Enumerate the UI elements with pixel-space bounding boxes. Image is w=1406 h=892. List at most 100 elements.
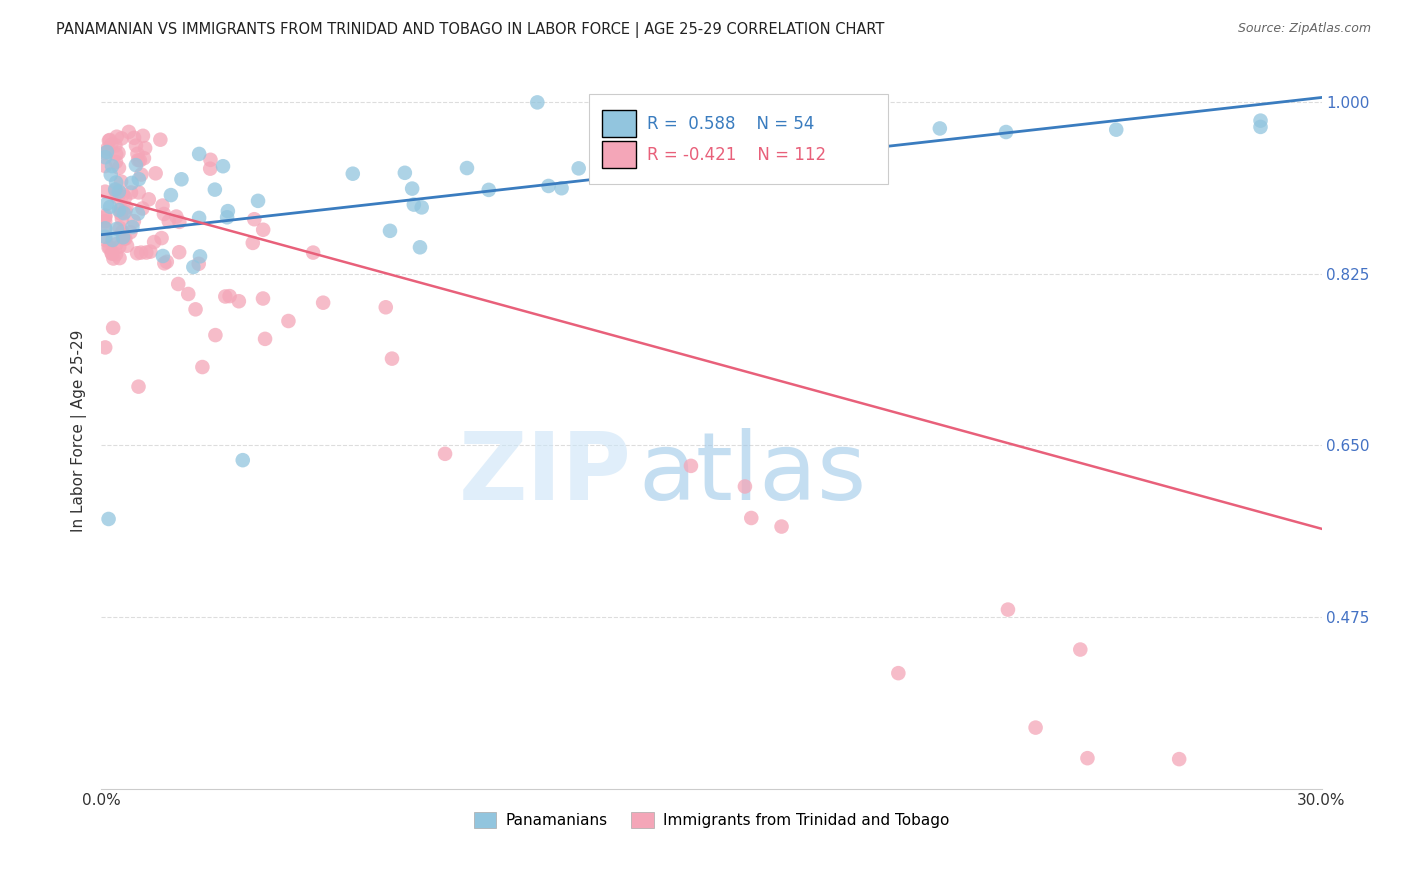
Point	[98, 240, 121, 254]
Point	[94, 214, 117, 228]
Point	[121, 176, 143, 190]
Point	[110, 202, 132, 217]
Point	[138, 193, 160, 207]
Point	[94, 229, 117, 244]
Point	[153, 256, 176, 270]
Point	[740, 511, 762, 525]
Point	[183, 260, 205, 274]
Point	[1069, 642, 1091, 657]
Point	[127, 206, 149, 220]
Point	[526, 95, 548, 110]
Point	[478, 183, 501, 197]
Point	[105, 176, 128, 190]
Point	[112, 232, 135, 246]
Point	[188, 249, 211, 263]
Point	[157, 214, 180, 228]
Point	[550, 181, 572, 195]
Point	[103, 252, 125, 266]
Point	[409, 240, 432, 254]
Point	[156, 254, 179, 268]
Point	[243, 212, 266, 227]
Point	[160, 188, 183, 202]
Point	[110, 175, 132, 189]
Point	[995, 125, 1018, 139]
Point	[128, 186, 150, 200]
Point	[152, 198, 174, 212]
Point	[568, 161, 591, 176]
Point	[218, 289, 240, 303]
Point	[112, 187, 135, 202]
Point	[145, 166, 167, 180]
Point	[107, 187, 129, 202]
Point	[108, 221, 131, 235]
Point	[312, 295, 335, 310]
Point	[127, 246, 149, 260]
Point	[108, 240, 131, 254]
Point	[134, 141, 156, 155]
Point	[997, 602, 1019, 616]
Point	[108, 185, 131, 199]
Point	[104, 138, 127, 153]
Legend: Panamanians, Immigrants from Trinidad and Tobago: Panamanians, Immigrants from Trinidad an…	[467, 806, 955, 835]
Point	[679, 458, 702, 473]
Point	[342, 167, 364, 181]
Point	[212, 159, 235, 173]
Point	[149, 133, 172, 147]
Point	[105, 247, 128, 261]
Point	[1076, 751, 1098, 765]
Point	[120, 225, 142, 239]
Point	[112, 206, 135, 220]
Point	[108, 251, 131, 265]
Point	[111, 211, 134, 226]
Point	[150, 231, 173, 245]
Point	[100, 246, 122, 260]
Point	[121, 220, 143, 235]
Point	[887, 666, 910, 681]
Point	[132, 128, 155, 143]
Point	[200, 161, 222, 176]
Point	[97, 134, 120, 148]
Point	[94, 150, 117, 164]
Point	[177, 287, 200, 301]
Point	[214, 289, 236, 303]
Point	[94, 221, 117, 235]
Point	[852, 95, 875, 110]
Point	[169, 215, 191, 229]
Point	[115, 238, 138, 252]
Point	[129, 245, 152, 260]
Point	[1105, 122, 1128, 136]
Point	[108, 161, 131, 175]
Point	[100, 168, 122, 182]
Point	[1250, 120, 1272, 134]
Point	[114, 204, 136, 219]
Point	[110, 206, 132, 220]
Point	[104, 184, 127, 198]
Point	[122, 130, 145, 145]
Point	[204, 183, 226, 197]
Point	[252, 292, 274, 306]
Point	[94, 341, 117, 355]
Point	[94, 159, 117, 173]
Point	[112, 230, 135, 244]
Point	[411, 200, 433, 214]
Point	[97, 241, 120, 255]
Point	[129, 153, 152, 168]
Point	[167, 277, 190, 291]
Point	[98, 200, 121, 214]
Point	[381, 351, 404, 366]
Point	[105, 129, 128, 144]
Point	[254, 332, 277, 346]
Point	[94, 185, 117, 199]
Text: PANAMANIAN VS IMMIGRANTS FROM TRINIDAD AND TOBAGO IN LABOR FORCE | AGE 25-29 COR: PANAMANIAN VS IMMIGRANTS FROM TRINIDAD A…	[56, 22, 884, 38]
Point	[191, 359, 214, 374]
Point	[96, 145, 118, 159]
Point	[105, 147, 128, 161]
Point	[128, 379, 150, 393]
Point	[101, 246, 124, 260]
Point	[247, 194, 270, 208]
Point	[200, 153, 222, 167]
Point	[125, 158, 148, 172]
Point	[105, 222, 128, 236]
Point	[101, 233, 124, 247]
Point	[242, 235, 264, 250]
